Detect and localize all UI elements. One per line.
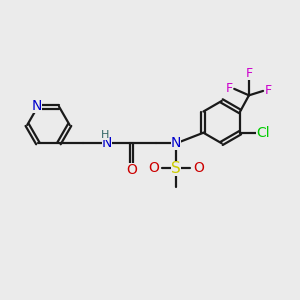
Text: O: O [148, 161, 159, 176]
Text: N: N [32, 99, 42, 113]
Text: N: N [171, 136, 181, 150]
Text: N: N [102, 136, 112, 150]
Text: O: O [194, 161, 204, 176]
Text: H: H [101, 130, 110, 140]
Text: F: F [245, 67, 253, 80]
Text: Cl: Cl [256, 126, 270, 140]
Text: S: S [171, 161, 181, 176]
Text: O: O [126, 164, 137, 177]
Text: F: F [225, 82, 233, 95]
Text: F: F [265, 84, 272, 98]
